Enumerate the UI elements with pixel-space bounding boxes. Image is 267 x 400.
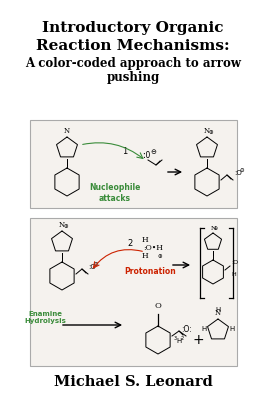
Text: 2: 2 — [127, 238, 133, 248]
Text: +: + — [192, 333, 204, 347]
Text: H: H — [229, 326, 235, 332]
Text: :O:: :O: — [180, 324, 191, 334]
Text: :O: :O — [231, 260, 238, 266]
Text: 2: 2 — [180, 336, 184, 342]
Text: Protonation: Protonation — [124, 268, 176, 276]
Text: ⊖: ⊖ — [150, 149, 156, 155]
Text: ⊕: ⊕ — [158, 254, 162, 258]
Text: N: N — [64, 127, 70, 135]
Text: N: N — [215, 309, 221, 317]
Text: ⊖: ⊖ — [94, 262, 98, 266]
Text: H: H — [176, 338, 182, 344]
Text: ⊕: ⊕ — [209, 130, 213, 134]
Text: ⊕: ⊕ — [64, 224, 68, 228]
Text: N: N — [210, 226, 216, 231]
Text: H: H — [201, 326, 207, 332]
Text: H: H — [215, 307, 221, 313]
Text: H: H — [231, 272, 236, 276]
Text: Enamine
Hydrolysis: Enamine Hydrolysis — [24, 312, 66, 324]
Text: 1: 1 — [122, 148, 128, 156]
Text: Nucleophile
attacks: Nucleophile attacks — [89, 183, 141, 203]
Text: ⊕: ⊕ — [214, 226, 218, 232]
Text: ⊖: ⊖ — [240, 168, 244, 172]
Text: Reaction Mechanisms:: Reaction Mechanisms: — [36, 39, 230, 53]
Bar — [30, 120, 237, 208]
Text: H: H — [142, 252, 148, 260]
Text: Introductory Organic: Introductory Organic — [42, 21, 224, 35]
Text: :O: :O — [88, 264, 96, 270]
Text: N: N — [204, 127, 210, 135]
Text: :O: :O — [234, 170, 242, 176]
Text: N: N — [59, 221, 65, 229]
Text: A color-coded approach to arrow: A color-coded approach to arrow — [25, 56, 241, 70]
Text: 3: 3 — [174, 336, 176, 342]
Text: pushing: pushing — [106, 72, 160, 84]
Text: :O: :O — [141, 150, 151, 160]
Text: :O•H: :O•H — [143, 244, 163, 252]
Text: H: H — [142, 236, 148, 244]
Text: O: O — [155, 302, 162, 310]
Text: Michael S. Leonard: Michael S. Leonard — [54, 375, 212, 389]
Bar — [30, 218, 237, 366]
